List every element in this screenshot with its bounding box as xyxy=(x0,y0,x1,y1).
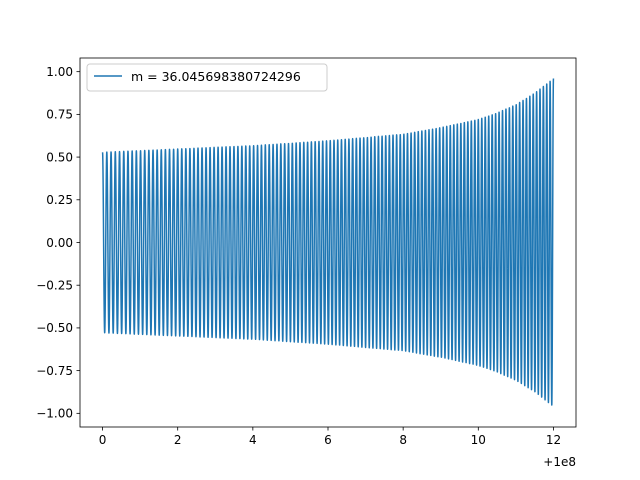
y-tick-label: 0.00 xyxy=(46,236,73,250)
x-tick-label: 12 xyxy=(546,433,561,447)
legend-label: m = 36.045698380724296 xyxy=(131,69,301,84)
x-tick-label: 10 xyxy=(471,433,486,447)
legend: m = 36.045698380724296 xyxy=(86,63,328,92)
y-tick-label: 1.00 xyxy=(46,65,73,79)
y-tick-label: 0.75 xyxy=(46,108,73,122)
x-tick-label: 4 xyxy=(249,433,257,447)
x-tick-label: 2 xyxy=(174,433,182,447)
x-axis: 0 2 4 6 8 10 12 xyxy=(99,427,561,447)
series-layer xyxy=(101,78,555,406)
y-tick-label: −0.50 xyxy=(36,321,73,335)
legend-box xyxy=(86,63,328,92)
y-tick-label: 0.25 xyxy=(46,193,73,207)
y-tick-label: −0.75 xyxy=(36,364,73,378)
x-tick-label: 0 xyxy=(99,433,107,447)
x-tick-label: 6 xyxy=(324,433,332,447)
y-axis: 1.00 0.75 0.50 0.25 0.00 −0.25 −0.50 −0.75 −1.00 xyxy=(36,65,80,421)
y-tick-label: 0.50 xyxy=(46,150,73,164)
y-tick-label: −1.00 xyxy=(36,407,73,421)
x-tick-label: 8 xyxy=(399,433,407,447)
series-line xyxy=(101,78,555,406)
x-offset-label: +1e8 xyxy=(543,455,576,469)
y-tick-label: −0.25 xyxy=(36,279,73,293)
